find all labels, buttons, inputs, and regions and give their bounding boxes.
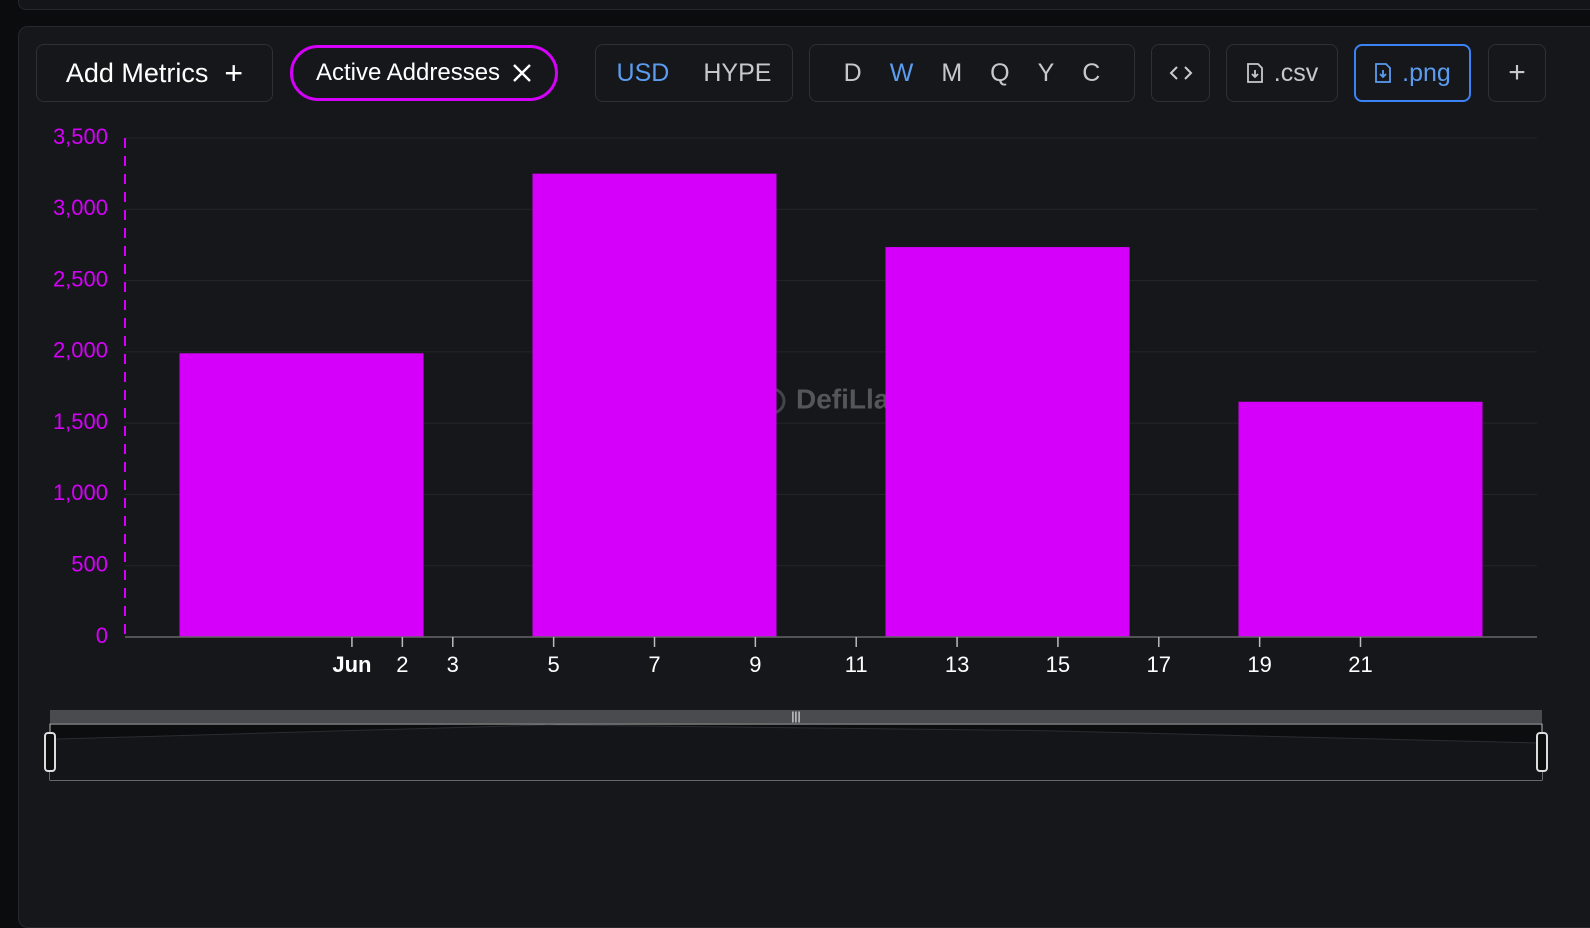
x-tick-label: 19 <box>1247 652 1271 677</box>
overview-area <box>50 724 1542 780</box>
slider-handle[interactable] <box>44 732 56 772</box>
currency-option[interactable]: USD <box>616 58 670 87</box>
currency-option[interactable]: HYPE <box>703 58 772 87</box>
y-tick-label: 3,500 <box>53 124 108 149</box>
y-tick-label: 500 <box>71 552 108 577</box>
plus-icon: + <box>224 54 244 91</box>
metric-chip[interactable]: Active Addresses <box>290 45 558 101</box>
slider-grip: ||| <box>791 709 800 723</box>
close-icon[interactable] <box>512 63 532 83</box>
export-label: .png <box>1402 58 1451 87</box>
code-icon <box>1169 66 1192 80</box>
interval-option[interactable]: Y <box>1037 58 1055 87</box>
y-tick-label: 1,000 <box>53 480 108 505</box>
x-tick-label: 21 <box>1348 652 1372 677</box>
y-tick-label: 2,000 <box>53 338 108 363</box>
x-tick-label: 13 <box>945 652 969 677</box>
metric-chip-label: Active Addresses <box>315 59 501 86</box>
chart: 05001,0001,5002,0002,5003,0003,500DefiLl… <box>44 124 1548 781</box>
interval-option[interactable]: C <box>1082 58 1101 87</box>
x-tick-label: 17 <box>1147 652 1171 677</box>
bar <box>1238 401 1483 637</box>
file-icon <box>1246 63 1263 83</box>
y-tick-label: 1,500 <box>53 409 108 434</box>
overview-line <box>49 724 1543 744</box>
x-tick-label: 15 <box>1046 652 1070 677</box>
interval-option[interactable]: Q <box>990 58 1010 87</box>
y-tick-label: 2,500 <box>53 266 108 291</box>
export-label: .csv <box>1273 58 1319 87</box>
file-icon <box>1375 63 1392 83</box>
add-metrics-button[interactable]: Add Metrics + <box>36 44 273 102</box>
bar <box>179 353 424 637</box>
export-button[interactable]: .csv <box>1226 44 1338 102</box>
slider-handle[interactable] <box>1536 732 1548 772</box>
x-tick-label: 7 <box>648 652 660 677</box>
interval-option[interactable]: M <box>941 58 963 87</box>
export-button[interactable]: .png <box>1354 44 1471 102</box>
bar <box>532 173 777 637</box>
add-metrics-label: Add Metrics <box>65 57 209 88</box>
slider-bar <box>50 710 1542 723</box>
x-tick-label: Jun <box>332 652 371 677</box>
bar <box>885 247 1130 637</box>
interval-option[interactable]: D <box>843 58 862 87</box>
x-tick-label: 2 <box>396 652 408 677</box>
interval-option[interactable]: W <box>889 58 914 87</box>
x-tick-label: 5 <box>548 652 560 677</box>
x-tick-label: 11 <box>845 652 868 677</box>
currency-group: USD HYPE <box>595 44 793 102</box>
y-tick-label: 3,000 <box>53 195 108 220</box>
more-button[interactable]: + <box>1488 44 1546 102</box>
x-tick-label: 3 <box>447 652 459 677</box>
x-tick-label: 9 <box>749 652 761 677</box>
embed-button[interactable] <box>1151 44 1210 102</box>
y-tick-label: 0 <box>96 623 108 648</box>
top-bar <box>18 0 1590 10</box>
